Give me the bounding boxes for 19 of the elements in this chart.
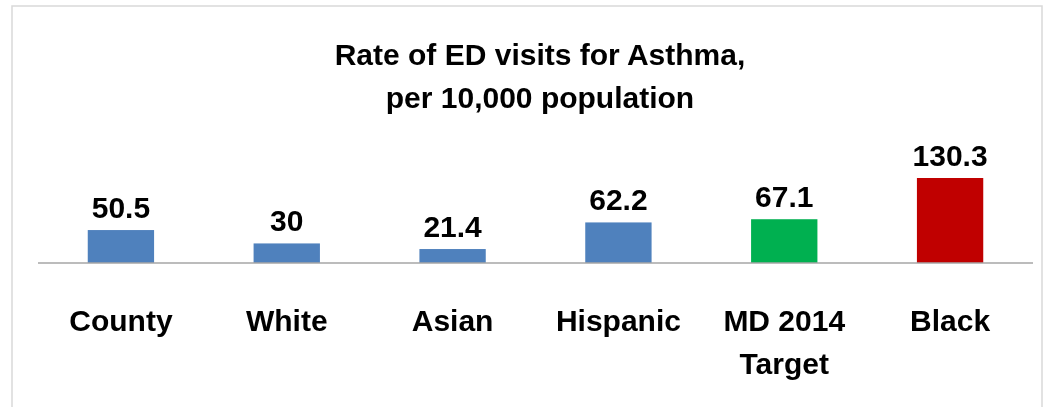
data-label: 21.4 [423,210,483,244]
bar [419,249,486,263]
x-tick-label: Asian [411,304,494,337]
bar [916,178,984,263]
data-label: 30 [270,204,304,238]
x-tick-label: County [69,304,173,337]
bar [253,243,320,263]
bar [585,222,652,263]
bar [87,230,155,263]
x-tick-label: Hispanic [555,304,681,337]
data-label: 50.5 [91,191,151,225]
x-tick-label: White [245,304,328,337]
bar [751,219,818,263]
data-label: 130.3 [912,139,988,172]
data-label: 67.1 [755,180,814,214]
x-tick-label: Black [910,304,991,337]
data-label: 62.2 [589,183,648,217]
chart-title: Rate of ED visits for Asthma, per 10,000 population [334,38,746,114]
x-tick-label: MD 2014 Target [723,304,846,380]
